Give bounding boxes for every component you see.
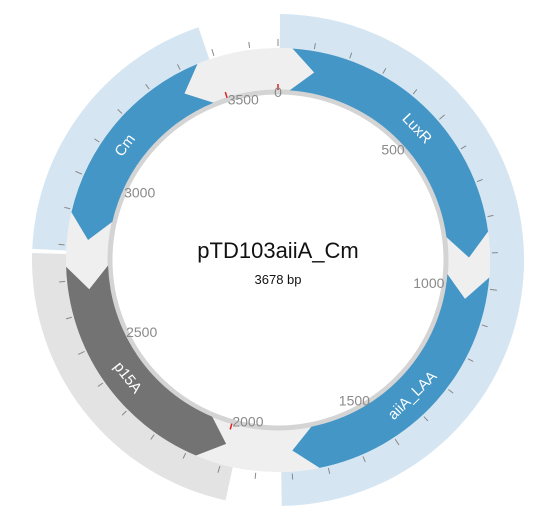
feature-arrow-aiia-laa[interactable] <box>292 274 490 468</box>
tick-mark <box>77 351 85 355</box>
tick-mark <box>394 438 400 446</box>
tick-mark <box>362 456 366 463</box>
feature-p15a[interactable]: p15A <box>66 265 227 456</box>
highlight-band-luxr <box>279 14 525 272</box>
tick-mark <box>121 410 127 416</box>
tick-mark <box>448 389 454 394</box>
highlight-band-cm <box>32 27 210 251</box>
tick-mark <box>145 83 150 90</box>
tick-mark <box>467 358 474 362</box>
tick-label: 1000 <box>413 275 444 291</box>
tick-label: 0 <box>274 84 282 100</box>
tick-label: 2500 <box>126 324 157 340</box>
major-tick-mark <box>229 423 233 430</box>
tick-mark <box>382 68 387 74</box>
tick-mark <box>65 316 72 320</box>
major-tick-mark <box>224 91 228 99</box>
highlight-band-p15a <box>32 253 233 501</box>
tick-mark <box>481 324 488 328</box>
tick-mark <box>460 145 467 150</box>
tick-layer <box>58 39 498 480</box>
highlight-layer <box>32 14 525 506</box>
tick-mark <box>489 288 497 291</box>
tick-mark <box>349 52 353 59</box>
backbone-inner-ring <box>107 89 449 431</box>
feature-arrow-p15a[interactable] <box>66 265 227 456</box>
tick-label: 3500 <box>228 92 259 108</box>
tick-mark <box>439 114 445 120</box>
tick-mark <box>150 434 155 440</box>
tick-mark <box>313 43 316 50</box>
feature-arrow-luxr[interactable] <box>289 48 489 258</box>
tick-mark <box>94 138 100 143</box>
plasmid-length: 3678 bp <box>255 272 302 287</box>
tick-mark <box>64 206 71 210</box>
tick-mark <box>182 452 187 459</box>
tick-mark <box>176 64 181 70</box>
tick-mark <box>248 41 251 48</box>
tick-mark <box>59 280 66 283</box>
tick-mark <box>97 382 104 387</box>
tick-mark <box>254 472 257 479</box>
feature-cm[interactable]: Cm <box>71 63 214 240</box>
tick-mark <box>217 465 221 473</box>
tick-mark <box>75 170 83 175</box>
tick-mark <box>211 48 215 56</box>
tick-mark <box>476 178 483 183</box>
tick-mark <box>423 416 429 422</box>
plasmid-name: pTD103aiiA_Cm <box>197 238 358 263</box>
feature-luxr[interactable]: LuxR <box>289 48 489 258</box>
tick-label: 2000 <box>232 414 263 430</box>
tick-mark <box>487 214 494 218</box>
tick-mark <box>327 467 331 474</box>
tick-mark <box>412 89 418 95</box>
backbone-ring <box>66 48 490 472</box>
tick-label: 500 <box>381 142 405 158</box>
highlight-band-aiia-laa <box>281 264 524 506</box>
tick-label: 1500 <box>339 393 370 409</box>
tick-mark <box>117 108 123 114</box>
tick-label-layer: 0 500 1000 1500 2000 2500 3000 3500 <box>124 84 445 430</box>
feature-arrow-cm[interactable] <box>71 63 214 240</box>
tick-label: 3000 <box>124 185 155 201</box>
